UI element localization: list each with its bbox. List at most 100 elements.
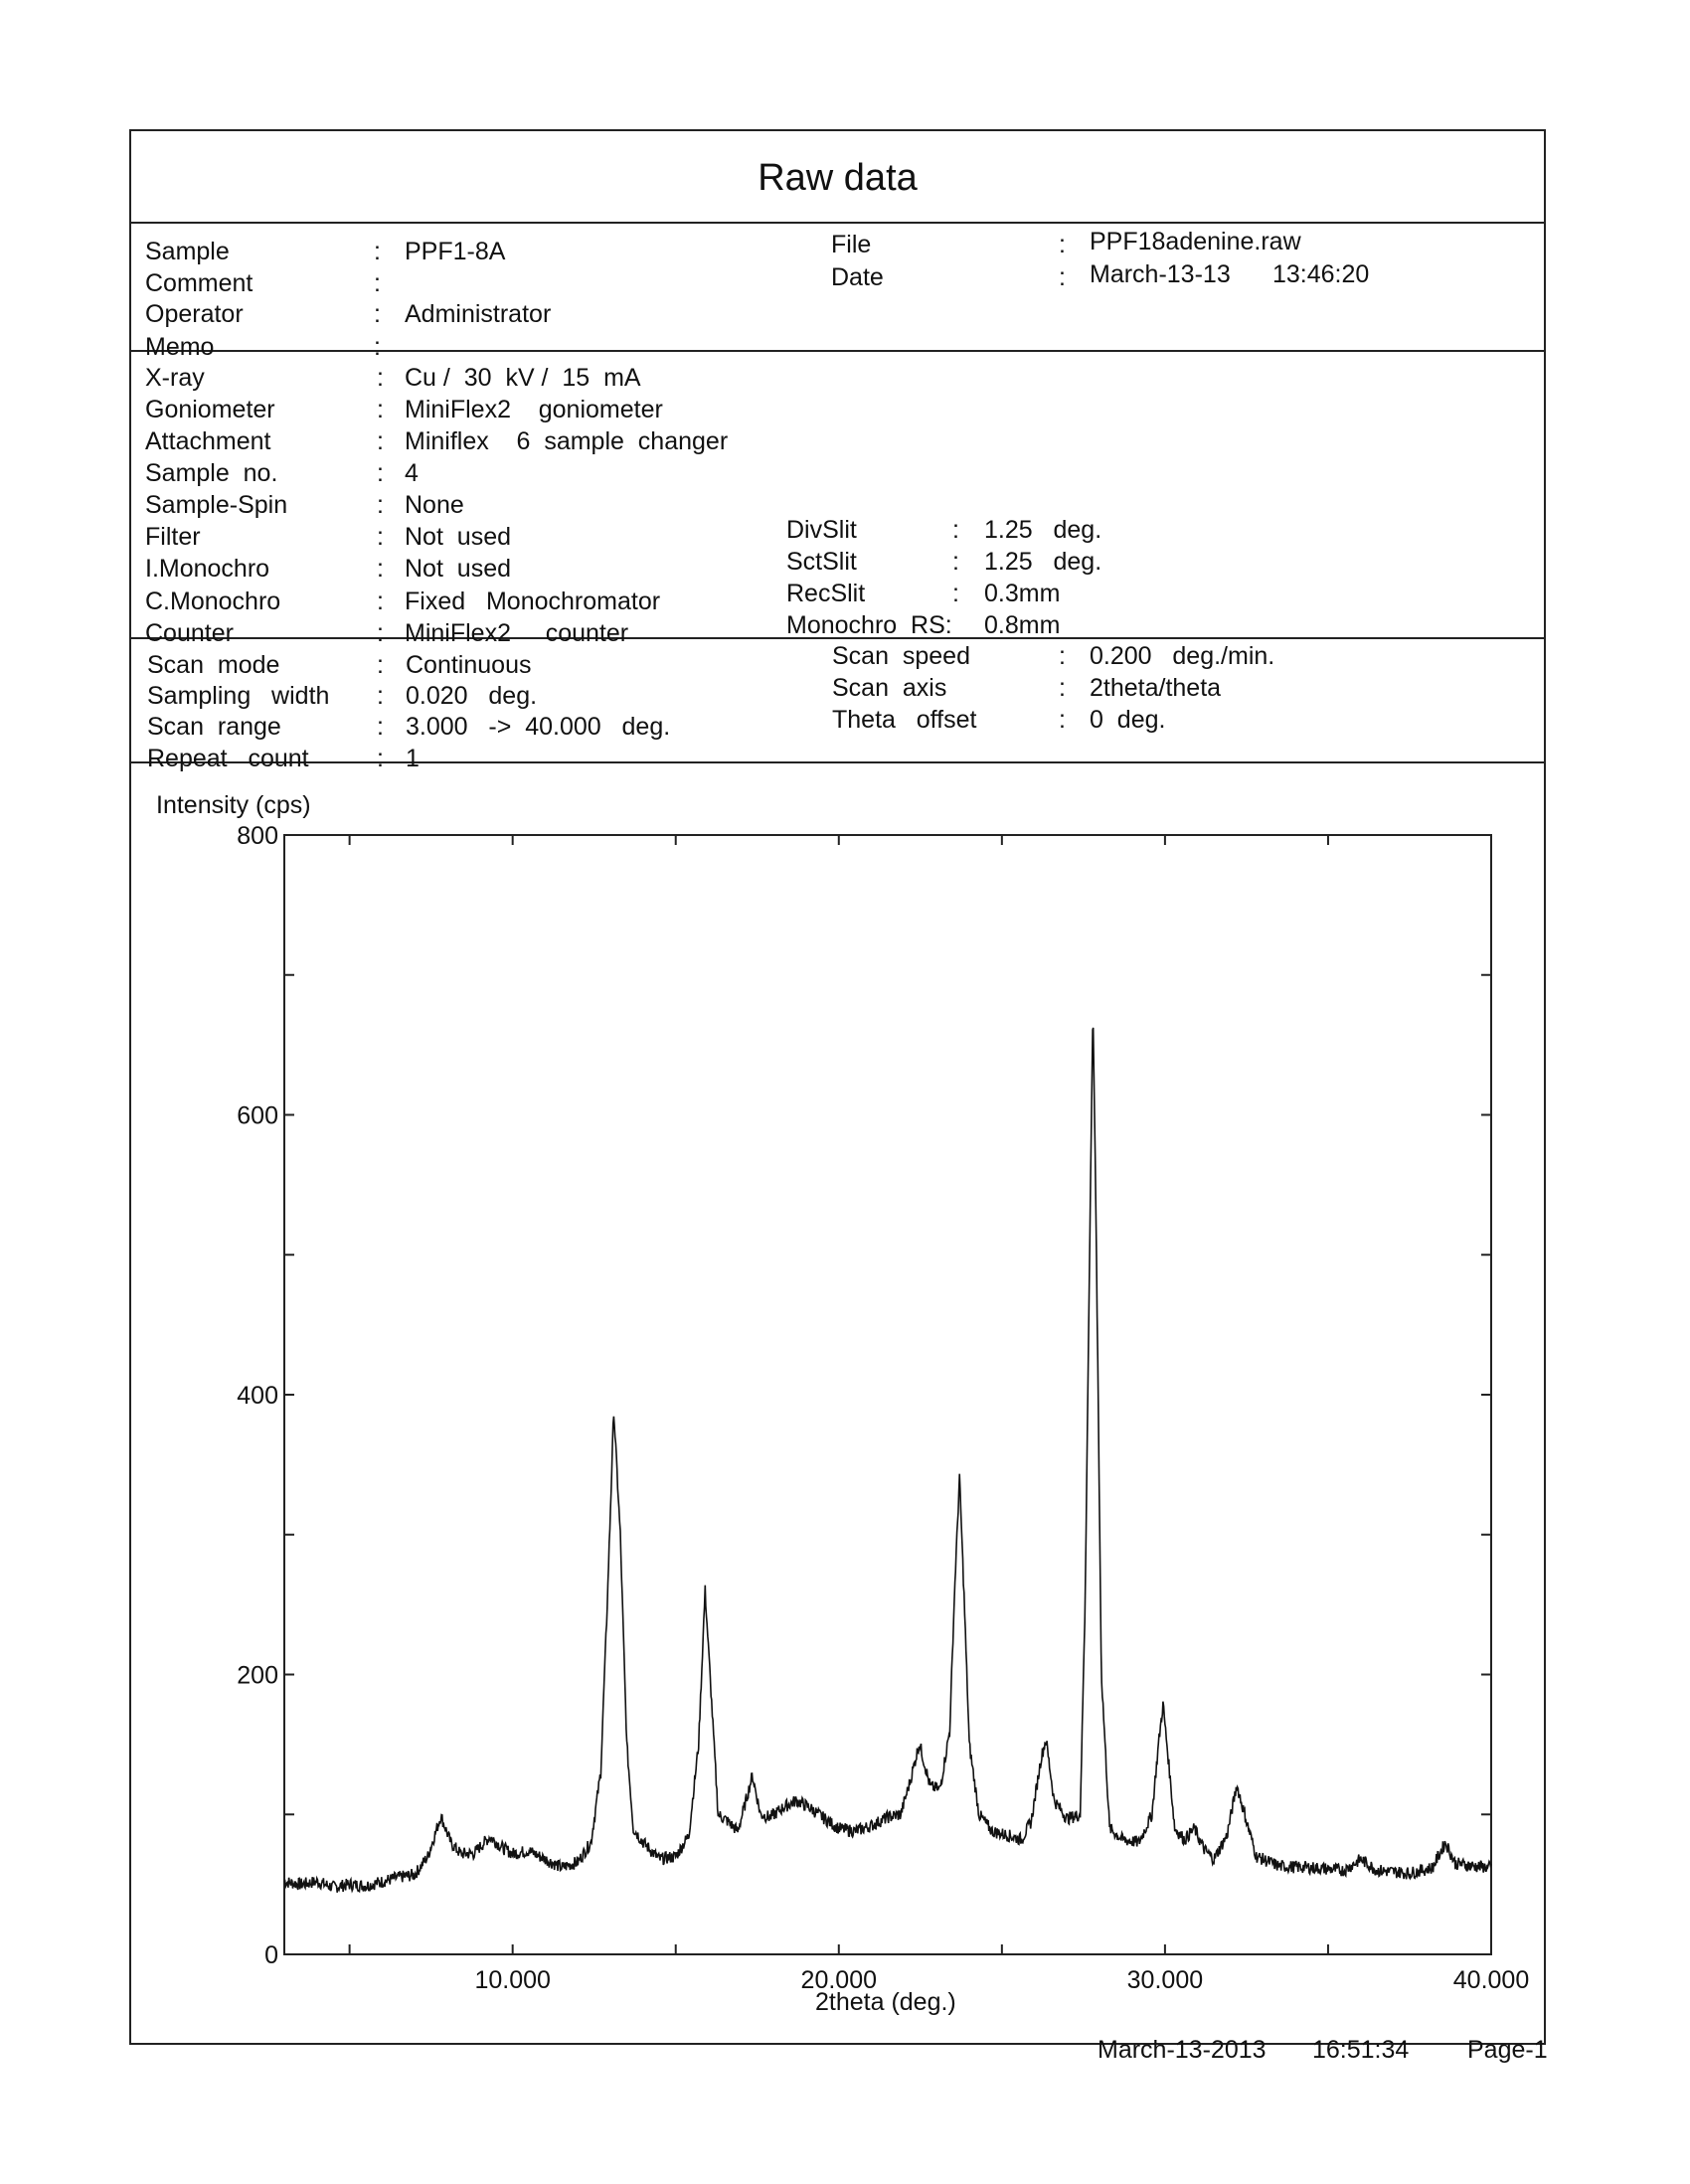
- file-value: PPF18adenine.raw: [1090, 228, 1301, 255]
- divider-info: [129, 350, 1546, 352]
- colon: :: [377, 588, 384, 615]
- colon: :: [377, 619, 384, 647]
- i-monochro-value: Not used: [405, 555, 512, 583]
- file-label: File: [831, 231, 872, 258]
- scan-speed-value: 0.200 deg./min.: [1090, 642, 1275, 670]
- sample-spin-label: Sample-Spin: [145, 491, 288, 519]
- sample-label: Sample: [145, 238, 230, 265]
- frame-left: [129, 129, 131, 2045]
- date-value: March-13-13: [1090, 260, 1231, 288]
- colon: :: [377, 713, 384, 741]
- memo-label: Memo: [145, 333, 215, 361]
- footer-page: Page-1: [1467, 2036, 1548, 2064]
- colon: :: [952, 548, 959, 576]
- attachment-label: Attachment: [145, 427, 271, 455]
- y-tick-label: 600: [237, 1102, 278, 1130]
- sctslit-label: SctSlit: [786, 548, 857, 576]
- goniometer-label: Goniometer: [145, 396, 275, 423]
- colon: :: [1059, 263, 1066, 291]
- sampling-width-value: 0.020 deg.: [406, 682, 538, 710]
- divslit-value: 1.25 deg.: [984, 516, 1102, 544]
- operator-value: Administrator: [405, 300, 552, 328]
- y-tick-label: 0: [264, 1941, 278, 1969]
- colon: :: [374, 333, 381, 361]
- scan-range-value: 3.000 -> 40.000 deg.: [406, 713, 671, 741]
- comment-label: Comment: [145, 269, 254, 297]
- colon: :: [377, 745, 384, 772]
- xray-label: X-ray: [145, 364, 205, 392]
- divider-title: [129, 222, 1546, 224]
- operator-label: Operator: [145, 300, 244, 328]
- scan-range-label: Scan range: [147, 713, 281, 741]
- date-time: 13:46:20: [1272, 260, 1370, 288]
- colon: :: [377, 555, 384, 583]
- sample-spin-value: None: [405, 491, 464, 519]
- colon: :: [377, 651, 384, 679]
- colon: :: [377, 427, 384, 455]
- colon: :: [1059, 231, 1066, 258]
- repeat-count-label: Repeat count: [147, 745, 309, 772]
- y-tick-label: 200: [237, 1662, 278, 1690]
- frame-top: [129, 129, 1546, 131]
- scan-mode-label: Scan mode: [147, 651, 280, 679]
- colon: :: [952, 580, 959, 607]
- y-axis-label: Intensity (cps): [156, 791, 311, 819]
- frame-bottom: [129, 2043, 1546, 2045]
- repeat-count-value: 1: [406, 745, 420, 772]
- xray-value: Cu / 30 kV / 15 mA: [405, 364, 641, 392]
- monochro-rs-label: Monochro RS:: [786, 611, 952, 639]
- attachment-value: Miniflex 6 sample changer: [405, 427, 729, 455]
- colon: :: [374, 269, 381, 297]
- colon: :: [377, 523, 384, 551]
- y-tick-label: 400: [237, 1382, 278, 1410]
- xrd-trace: [283, 1027, 1492, 1894]
- sample-value: PPF1-8A: [405, 238, 506, 265]
- filter-value: Not used: [405, 523, 512, 551]
- y-tick-label: 800: [237, 822, 278, 850]
- x-axis-label: 2theta (deg.): [815, 1988, 956, 2016]
- scan-speed-label: Scan speed: [832, 642, 970, 670]
- counter-label: Counter: [145, 619, 234, 647]
- sample-no-label: Sample no.: [145, 459, 278, 487]
- scan-axis-value: 2theta/theta: [1090, 674, 1222, 702]
- x-tick-label: 30.000: [1127, 1966, 1203, 1994]
- divider-instrument: [129, 637, 1546, 639]
- scan-axis-label: Scan axis: [832, 674, 947, 702]
- c-monochro-value: Fixed Monochromator: [405, 588, 661, 615]
- colon: :: [377, 491, 384, 519]
- recslit-value: 0.3mm: [984, 580, 1061, 607]
- theta-offset-label: Theta offset: [832, 706, 977, 734]
- divslit-label: DivSlit: [786, 516, 857, 544]
- colon: :: [1059, 642, 1066, 670]
- page-title: Raw data: [758, 157, 918, 199]
- x-tick-label: 40.000: [1453, 1966, 1529, 1994]
- i-monochro-label: I.Monochro: [145, 555, 270, 583]
- sample-no-value: 4: [405, 459, 419, 487]
- colon: :: [377, 364, 384, 392]
- colon: :: [377, 396, 384, 423]
- colon: :: [1059, 706, 1066, 734]
- goniometer-value: MiniFlex2 goniometer: [405, 396, 663, 423]
- sctslit-value: 1.25 deg.: [984, 548, 1102, 576]
- footer-date: March-13-2013: [1098, 2036, 1267, 2064]
- filter-label: Filter: [145, 523, 201, 551]
- scan-mode-value: Continuous: [406, 651, 532, 679]
- colon: :: [952, 516, 959, 544]
- frame-right: [1544, 129, 1546, 2045]
- colon: :: [1059, 674, 1066, 702]
- recslit-label: RecSlit: [786, 580, 866, 607]
- colon: :: [377, 682, 384, 710]
- monochro-rs-value: 0.8mm: [984, 611, 1061, 639]
- colon: :: [377, 459, 384, 487]
- colon: :: [374, 300, 381, 328]
- divider-scan: [129, 761, 1546, 763]
- theta-offset-value: 0 deg.: [1090, 706, 1166, 734]
- date-label: Date: [831, 263, 884, 291]
- sampling-width-label: Sampling width: [147, 682, 330, 710]
- footer-time: 16:51:34: [1312, 2036, 1410, 2064]
- c-monochro-label: C.Monochro: [145, 588, 281, 615]
- x-tick-label: 10.000: [474, 1966, 550, 1994]
- colon: :: [374, 238, 381, 265]
- counter-value: MiniFlex2 counter: [405, 619, 629, 647]
